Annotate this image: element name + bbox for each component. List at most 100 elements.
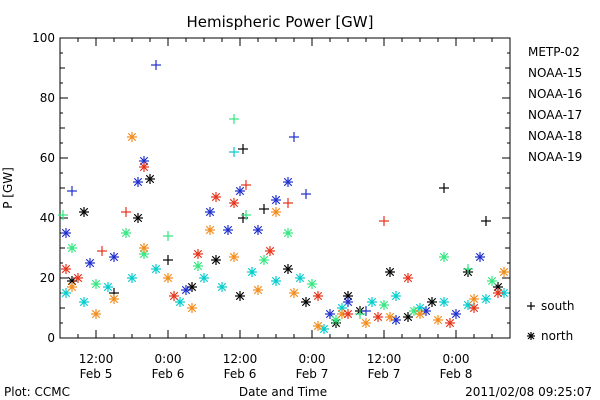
- data-point-north: [439, 252, 449, 262]
- legend: METP-02 NOAA-15 NOAA-16 NOAA-17 NOAA-18 NOAA-…: [528, 45, 582, 164]
- data-point-north: [121, 228, 131, 238]
- timestamp: 2011/02/08 09:25:07: [465, 385, 592, 399]
- marker-legend: south north: [527, 299, 575, 343]
- data-point-north: [283, 177, 293, 187]
- data-point-north: [163, 273, 173, 283]
- data-point-south: [121, 207, 131, 217]
- marker-legend-label: north: [541, 329, 573, 343]
- chart-title: Hemispheric Power [GW]: [187, 13, 374, 31]
- data-point-north: [307, 279, 317, 289]
- data-point-north: [193, 261, 203, 271]
- x-tick-label-time: 0:00: [155, 352, 182, 366]
- data-point-north: [91, 309, 101, 319]
- data-point-north: [445, 318, 455, 328]
- data-point-north: [313, 291, 323, 301]
- data-points: [58, 60, 509, 334]
- data-point-south: [241, 210, 251, 220]
- x-tick-label-time: 0:00: [299, 352, 326, 366]
- data-point-north: [265, 246, 275, 256]
- data-point-north: [271, 207, 281, 217]
- legend-entry: NOAA-16: [528, 87, 582, 101]
- data-point-south: [229, 114, 239, 124]
- legend-entry: NOAA-15: [528, 66, 582, 80]
- marker-legend-entry: north: [527, 329, 573, 343]
- legend-entry: NOAA-19: [528, 150, 582, 164]
- y-tick-label: 0: [47, 331, 55, 345]
- data-point-north: [415, 309, 425, 319]
- x-tick-label-date: Feb 7: [368, 367, 401, 381]
- legend-entry: METP-02: [528, 45, 580, 59]
- data-point-north: [133, 213, 143, 223]
- legend-entry: NOAA-18: [528, 129, 582, 143]
- data-point-north: [343, 309, 353, 319]
- data-point-north: [61, 264, 71, 274]
- x-tick-label-time: 12:00: [367, 352, 402, 366]
- x-axis-label: Date and Time: [239, 385, 327, 399]
- data-point-north: [205, 225, 215, 235]
- data-point-north: [229, 198, 239, 208]
- data-point-north: [145, 174, 155, 184]
- data-point-north: [67, 243, 77, 253]
- x-tick-label-date: Feb 8: [440, 367, 473, 381]
- data-point-north: [391, 291, 401, 301]
- data-point-north: [271, 276, 281, 286]
- x-tick-label-date: Feb 6: [224, 367, 257, 381]
- data-point-north: [337, 309, 347, 319]
- data-point-north: [439, 297, 449, 307]
- data-point-north: [85, 258, 95, 268]
- data-point-north: [481, 294, 491, 304]
- data-point-north: [361, 318, 371, 328]
- y-tick-label: 60: [40, 151, 55, 165]
- data-point-north: [199, 273, 209, 283]
- data-point-north: [385, 267, 395, 277]
- data-point-north: [469, 303, 479, 313]
- y-tick-label: 40: [40, 211, 55, 225]
- legend-entry: NOAA-17: [528, 108, 582, 122]
- data-point-north: [79, 297, 89, 307]
- marker-legend-label: south: [541, 299, 575, 313]
- data-point-south: [361, 306, 371, 316]
- data-point-south: [163, 231, 173, 241]
- data-point-north: [223, 225, 233, 235]
- data-point-north: [91, 279, 101, 289]
- data-point-north: [61, 288, 71, 298]
- data-point-north: [493, 288, 503, 298]
- data-point-north: [499, 267, 509, 277]
- y-axis-label: P [GW]: [1, 167, 15, 209]
- data-point-north: [139, 243, 149, 253]
- data-point-north: [103, 282, 113, 292]
- data-point-north: [259, 255, 269, 265]
- data-point-north: [235, 291, 245, 301]
- data-point-north: [181, 285, 191, 295]
- data-point-north: [451, 309, 461, 319]
- data-point-north: [109, 252, 119, 262]
- y-tick-label: 20: [40, 271, 55, 285]
- data-point-north: [229, 252, 239, 262]
- data-point-north: [403, 312, 413, 322]
- x-tick-label-time: 12:00: [79, 352, 114, 366]
- data-point-north: [271, 195, 281, 205]
- data-point-south: [283, 198, 293, 208]
- data-point-north: [151, 264, 161, 274]
- data-point-south: [151, 60, 161, 70]
- plot-credit: Plot: CCMC: [4, 385, 70, 399]
- data-point-south: [67, 186, 77, 196]
- data-point-north: [61, 228, 71, 238]
- data-point-north: [301, 297, 311, 307]
- data-point-south: [229, 147, 239, 157]
- data-point-north: [235, 186, 245, 196]
- data-point-south: [238, 144, 248, 154]
- data-point-north: [67, 282, 77, 292]
- x-tick-label-date: Feb 5: [80, 367, 113, 381]
- data-point-south: [301, 189, 311, 199]
- data-point-north: [127, 132, 137, 142]
- data-point-south: [289, 132, 299, 142]
- data-point-north: [211, 255, 221, 265]
- data-point-north: [205, 207, 215, 217]
- data-point-north: [385, 312, 395, 322]
- data-point-north: [433, 315, 443, 325]
- x-tick-label-time: 0:00: [443, 352, 470, 366]
- data-point-north: [139, 249, 149, 259]
